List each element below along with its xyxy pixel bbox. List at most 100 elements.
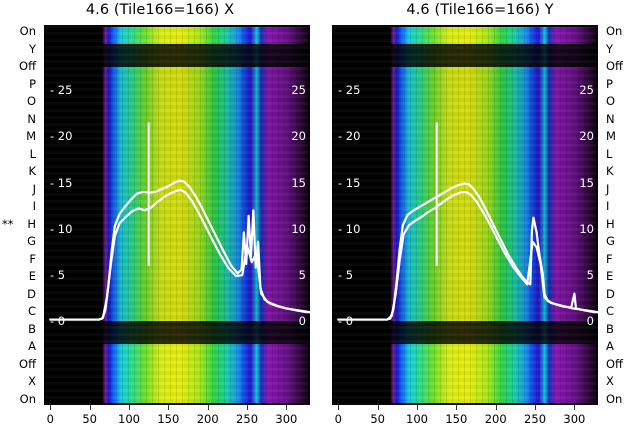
category-tick-g-12: G [27, 234, 36, 249]
y-tick-label-0: 0 [586, 314, 594, 329]
spectrogram-band-separator-top [332, 44, 598, 67]
category-axis-right: On Y Off P O N M L K J I H G F E D C B A Off X On [600, 25, 640, 405]
spectrogram-band-top-bright [44, 26, 310, 44]
category-axis-left: On Y Off P O N M L K J I H ** G F E D C B A Off X On [0, 25, 40, 405]
x-tick-50 [377, 405, 379, 410]
y-tick-label-25: - 25 [338, 82, 361, 97]
x-tick-100 [416, 405, 418, 410]
category-marker-asterisk: ** [2, 216, 14, 231]
x-tick-200 [207, 405, 209, 410]
panel-y-title: 4.6 (Tile166=166) Y [406, 2, 554, 18]
spectrogram-band-top-bright [332, 26, 598, 44]
panel-x: 4.6 (Tile166=166) X [85, 2, 235, 18]
x-tick-label-0: 0 [334, 412, 342, 426]
y-tick-label-5: - 5 [50, 268, 66, 283]
category-tick-k-8: K [606, 164, 614, 179]
y-tick-label-5: - 5 [338, 268, 354, 283]
category-tick-off-2: Off [606, 59, 623, 74]
category-tick-n-5: N [27, 111, 36, 126]
x-tick-label-100: 100 [118, 412, 140, 426]
category-tick-i-10: I [32, 199, 36, 214]
category-tick-m-6: M [606, 129, 616, 144]
y-tick-label-5: 5 [298, 268, 306, 283]
y-tick-label-15: 15 [579, 175, 594, 190]
x-tick-label-250: 250 [236, 412, 259, 426]
x-axis-left: 0 50 100 150 200 250 300 [44, 405, 310, 439]
y-tick-label-15: - 15 [338, 175, 361, 190]
x-tick-300 [286, 405, 288, 410]
category-tick-c-16: C [27, 304, 36, 319]
plot-area-x[interactable]: - 25 25 - 20 20 - 15 15 - 10 10 - 5 5 - 0 0 [44, 25, 310, 405]
x-tick-label-150: 150 [445, 412, 468, 426]
y-tick-label-15: - 15 [50, 175, 73, 190]
spectrogram-band-separator-bot [332, 321, 598, 345]
spectrogram-band-bottom-bright [332, 344, 598, 404]
category-tick-k-8: K [28, 164, 36, 179]
category-tick-b-17: B [606, 321, 614, 336]
category-tick-d-15: D [27, 286, 36, 301]
spectrogram-band-main-body [44, 66, 310, 322]
x-tick-300 [574, 405, 576, 410]
x-tick-label-100: 100 [406, 412, 428, 426]
y-tick-label-20: - 20 [338, 129, 361, 144]
x-tick-250 [535, 405, 537, 410]
category-tick-off-19: Off [19, 356, 36, 371]
category-tick-n-5: N [606, 111, 615, 126]
panel-y: 4.6 (Tile166=166) Y [320, 0, 640, 440]
category-tick-o-4: O [26, 94, 36, 109]
x-tick-50 [89, 405, 91, 410]
x-axis-right: 0 50 100 150 200 250 300 [332, 405, 598, 439]
trace-trace-x-lower [49, 188, 310, 321]
category-tick-h-11: H [606, 216, 615, 231]
category-tick-g-12: G [606, 234, 615, 249]
spectrogram-band-main-body [332, 66, 598, 322]
category-tick-y-1: Y [606, 41, 614, 56]
category-tick-p-3: P [606, 76, 613, 91]
category-tick-m-6: M [26, 129, 36, 144]
x-tick-label-50: 50 [370, 412, 385, 426]
x-tick-label-250: 250 [524, 412, 547, 426]
category-tick-p-3: P [29, 76, 36, 91]
y-tick-label-0: - 0 [338, 314, 354, 329]
category-tick-y-1: Y [28, 41, 36, 56]
y-tick-label-0: - 0 [50, 314, 66, 329]
category-tick-f-13: F [606, 251, 613, 266]
category-tick-on-0: On [19, 24, 36, 38]
y-tick-label-10: 10 [579, 221, 594, 236]
x-tick-label-300: 300 [275, 412, 298, 426]
category-tick-l-7: L [606, 146, 613, 161]
category-tick-c-16: C [606, 304, 615, 319]
x-tick-label-0: 0 [46, 412, 54, 426]
x-tick-label-50: 50 [82, 412, 97, 426]
y-tick-label-20: 20 [579, 129, 594, 144]
category-tick-on-0: On [606, 24, 623, 38]
spectrogram-band-separator-bot [44, 321, 310, 345]
category-tick-a-18: A [606, 339, 614, 354]
y-tick-label-25: 25 [579, 82, 594, 97]
x-tick-150 [456, 405, 458, 410]
plot-area-y[interactable]: - 25 25 - 20 20 - 15 15 - 10 10 - 5 5 - 0 0 [332, 25, 598, 405]
y-tick-label-10: - 10 [50, 221, 73, 236]
spectrogram-band-bottom-bright [44, 344, 310, 404]
y-tick-label-10: - 10 [338, 221, 361, 236]
category-tick-x-20: X [606, 374, 614, 389]
trace-trace-y-upper [337, 182, 598, 321]
category-tick-e-14: E [28, 269, 36, 284]
x-tick-100 [128, 405, 130, 410]
x-tick-label-200: 200 [196, 412, 219, 426]
y-tick-label-25: 25 [291, 82, 306, 97]
x-tick-label-150: 150 [157, 412, 180, 426]
trace-trace-x-upper [49, 179, 310, 321]
trace-overlay-y [337, 122, 598, 321]
category-tick-j-9: J [606, 181, 610, 196]
x-tick-label-200: 200 [484, 412, 507, 426]
category-tick-b-17: B [28, 321, 36, 336]
x-tick-150 [168, 405, 170, 410]
category-tick-on-21: On [19, 392, 36, 406]
category-tick-x-20: X [28, 374, 36, 389]
x-tick-250 [247, 405, 249, 410]
y-tick-label-0: 0 [298, 314, 306, 329]
panel-x-title: 4.6 (Tile166=166) X [85, 2, 235, 18]
spectrogram-band-separator-top [44, 44, 310, 67]
